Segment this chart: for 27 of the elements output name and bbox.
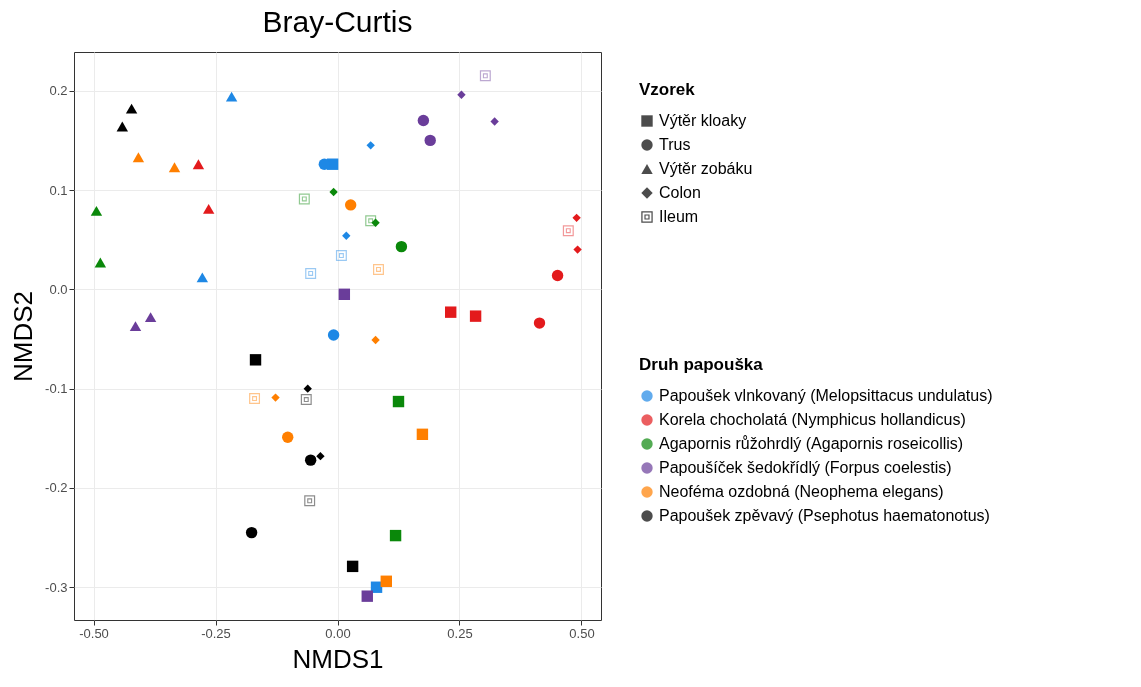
legend-label: Colon [659,184,701,201]
y-axis-title: NMDS2 [8,290,39,383]
x-tick-label: 0.25 [447,625,473,641]
legend-label: Ileum [659,208,699,225]
y-tick-label: -0.2 [45,480,68,496]
text: Korela chocholatá (Nymphicus hollandicus) [659,411,966,428]
chart-title: Bray-Curtis [262,5,413,38]
y-tick-label: 0.0 [49,281,68,297]
legend-label: Výtěr kloaky [659,112,747,129]
text: Papoušíček šedokřídlý (Forpus coelestis) [659,459,952,476]
x-tick-label: -0.50 [79,625,109,641]
x-tick-label: -0.25 [201,625,231,641]
x-axis-title: NMDS1 [292,643,384,674]
legend-title: Vzorek [639,80,696,99]
text: Agapornis růžohrdlý (Agapornis roseicollis) [659,435,964,452]
text: Papoušek zpěvavý (Psephotus haematonotus) [659,507,990,524]
y-tick-label: 0.2 [49,83,68,99]
x-tick-label: 0.50 [569,625,595,641]
text: Druh papouška [639,355,764,374]
y-tick-label: -0.3 [45,579,68,595]
y-tick-label: 0.1 [49,182,68,198]
x-tick-label: 0.00 [325,625,351,641]
text: Papoušek vlnkovaný (Melopsittacus undulatus) [659,387,993,404]
legend-label: Trus [659,136,691,153]
legend-label: Výtěr zobáku [659,160,753,177]
y-tick-label: -0.1 [45,381,68,397]
text: Neoféma ozdobná (Neophema elegans) [659,483,944,500]
